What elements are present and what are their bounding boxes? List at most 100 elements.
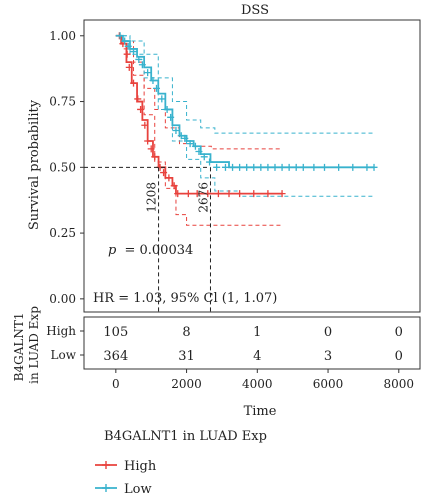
low-censor-mark [271, 163, 279, 171]
median-label-low: 2676 [196, 182, 210, 213]
risk-table-panel [83, 316, 421, 370]
high-censor-mark [278, 190, 286, 198]
risk-ylabel-line-2: in LUAD Exp [27, 306, 41, 384]
low-censor-mark [138, 61, 146, 69]
low-censor-mark [285, 163, 293, 171]
x-tick-label: 0 [112, 377, 120, 391]
risk-table-ylabel: B4GALNT1 in LUAD Exp [12, 306, 41, 384]
legend-title: B4GALNT1 in LUAD Exp [104, 429, 267, 444]
risk-count-cell: 4 [253, 349, 261, 364]
low-censor-mark [349, 163, 357, 171]
risk-count-cell: 8 [182, 325, 190, 340]
y-axis-label: Survival probability [27, 99, 42, 230]
risk-ylabel-line-1: B4GALNT1 [12, 313, 26, 382]
low-censor-mark [158, 95, 166, 103]
legend-censor-low [102, 484, 110, 492]
high-censor-mark [193, 190, 201, 198]
low-censor-mark [335, 163, 343, 171]
risk-count-cell: 3 [324, 349, 332, 364]
high-censor-mark [170, 182, 178, 190]
low-censor-mark [121, 37, 129, 45]
median-label-high: 1208 [145, 182, 159, 213]
high-censor-mark [165, 174, 173, 182]
low-ci-upper [115, 35, 375, 134]
x-tick-label: 6000 [313, 377, 344, 391]
legend-label-high: High [124, 459, 157, 474]
low-censor-mark [299, 163, 307, 171]
high-censor-mark [141, 121, 149, 129]
p-value: = 0.00034 [124, 243, 193, 258]
low-censor-mark [153, 84, 161, 92]
low-censor-mark [181, 134, 189, 142]
risk-count-cell: 364 [103, 349, 128, 364]
low-censor-mark [250, 163, 258, 171]
low-censor-mark [257, 163, 265, 171]
low-censor-mark [200, 153, 208, 161]
low-censor-mark [130, 48, 138, 56]
x-tick-label: 8000 [384, 377, 415, 391]
legend: High Low [95, 459, 157, 497]
y-tick-label: 0.75 [49, 95, 76, 109]
risk-count-cell: 105 [103, 325, 128, 340]
low-censor-mark [236, 163, 244, 171]
low-censor-mark [370, 163, 378, 171]
high-censor-mark [214, 190, 222, 198]
low-censor-mark [195, 148, 203, 156]
high-censor-mark [174, 190, 182, 198]
low-survival-curve [115, 34, 375, 169]
y-tick-label: 0.50 [49, 160, 76, 174]
low-censor-mark [292, 163, 300, 171]
low-censor-mark [124, 42, 132, 50]
p-value-annotation: p = 0.00034 [108, 243, 193, 258]
high-censor-mark [160, 169, 168, 177]
x-tick-label: 2000 [171, 377, 202, 391]
high-censor-mark [250, 190, 258, 198]
chart-title: DSS [241, 3, 269, 18]
plot-area: 1208 2676 [84, 32, 378, 312]
plot-panel [83, 19, 421, 313]
low-censor-mark [229, 163, 237, 171]
low-censor-mark [213, 163, 221, 171]
low-censor-mark [243, 163, 251, 171]
low-censor-mark [172, 126, 180, 134]
risk-count-cell: 0 [395, 349, 403, 364]
high-censor-mark [236, 190, 244, 198]
risk-count-cell: 31 [178, 349, 195, 364]
risk-count-cell: 1 [253, 325, 261, 340]
high-censor-mark [125, 63, 133, 71]
low-censor-mark [264, 163, 272, 171]
low-censor-mark [177, 132, 185, 140]
high-censor-mark [147, 145, 155, 153]
high-censor-mark [134, 95, 142, 103]
high-censor-mark [184, 190, 192, 198]
x-axis: 0 2000 4000 6000 8000 [112, 369, 414, 391]
high-censor-mark [204, 190, 212, 198]
high-censor-mark [151, 153, 159, 161]
low-censor-mark [116, 32, 124, 40]
high-censor-mark [225, 190, 233, 198]
risk-row-label-high: High [46, 324, 76, 338]
p-label: p [108, 243, 117, 258]
low-censor-mark [163, 105, 171, 113]
high-censor-mark [264, 190, 272, 198]
low-censor-mark [310, 163, 318, 171]
low-censor-mark [221, 163, 229, 171]
x-axis-label: Time [244, 404, 277, 419]
risk-row-label-low: Low [51, 348, 77, 362]
legend-censor-high [102, 461, 110, 469]
low-censor-mark [135, 55, 143, 63]
x-tick-label: 4000 [242, 377, 273, 391]
y-tick-label: 1.00 [49, 29, 76, 43]
risk-count-cell: 0 [395, 325, 403, 340]
low-censor-mark [191, 142, 199, 150]
y-tick-label: 0.00 [49, 292, 76, 306]
high-ci-upper [115, 35, 283, 150]
risk-table: High 105 8 1 0 0 Low 364 31 4 3 0 [46, 324, 403, 364]
low-censor-mark [321, 163, 329, 171]
y-axis-ticks: 0.00 0.25 0.50 0.75 1.00 [49, 29, 84, 306]
high-censor-mark [144, 137, 152, 145]
y-tick-label: 0.25 [49, 226, 76, 240]
legend-label-low: Low [124, 482, 152, 497]
high-censor-mark [123, 50, 131, 58]
